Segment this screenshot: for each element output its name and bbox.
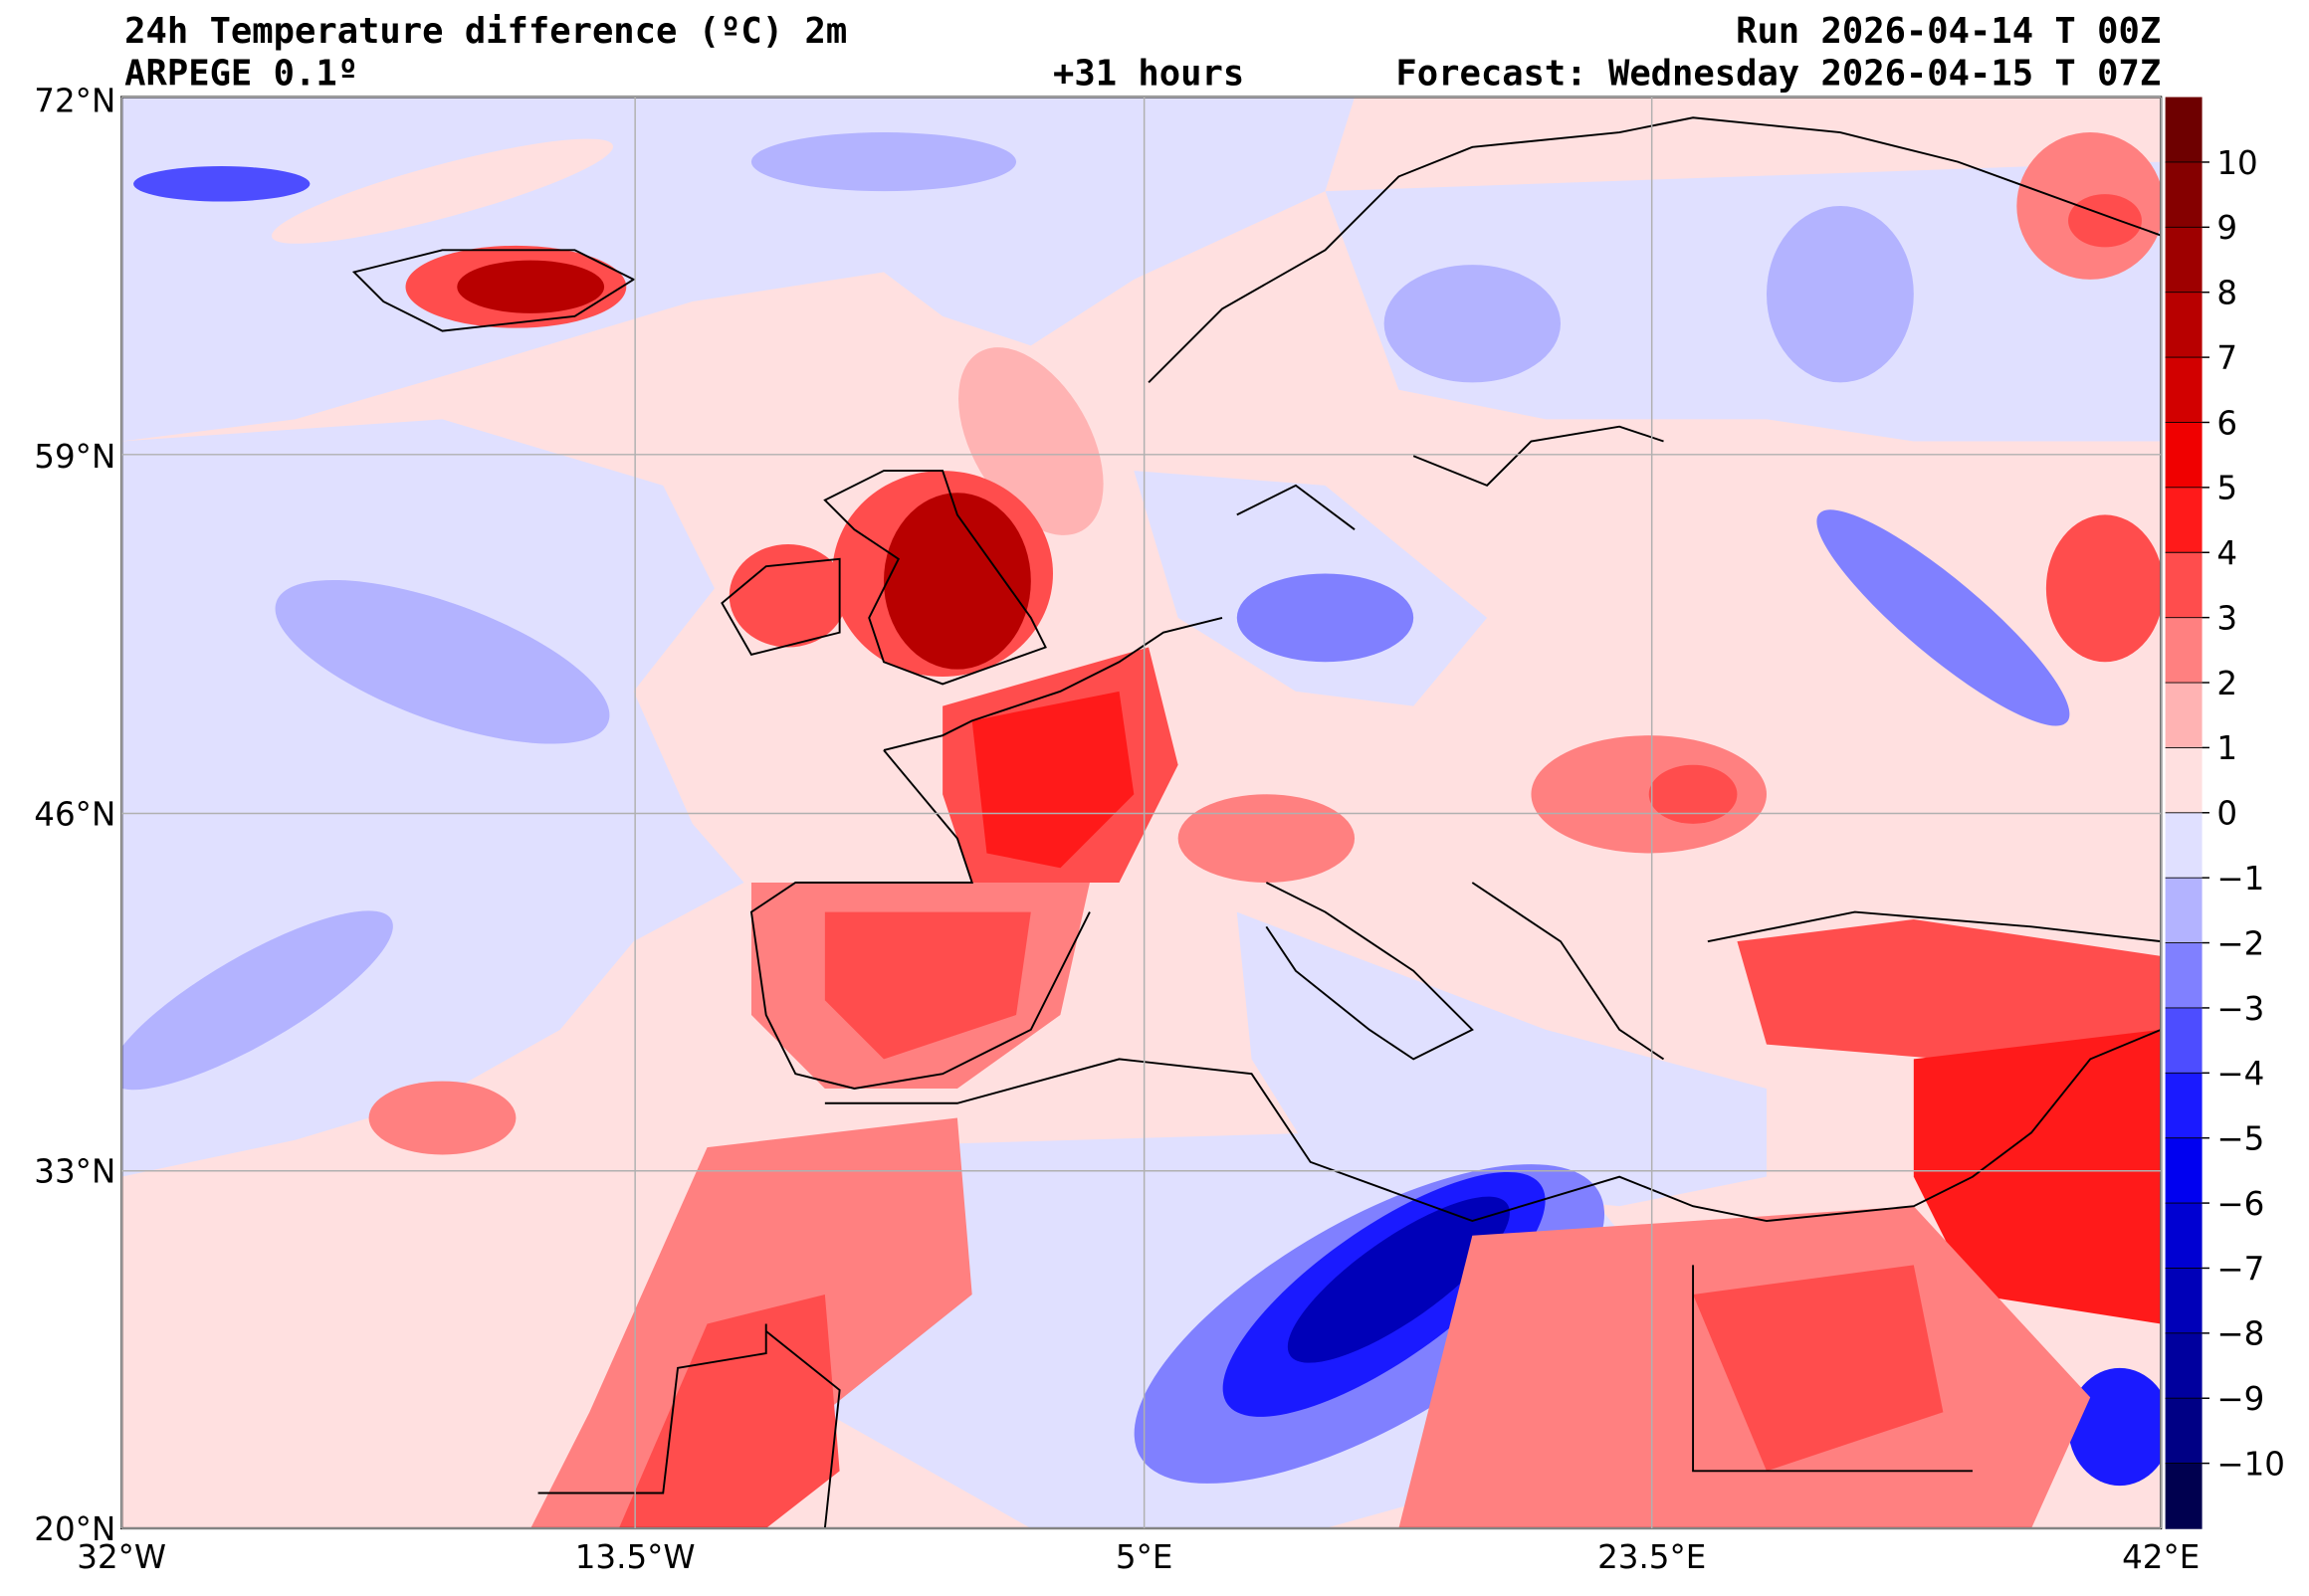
lat-label: 46°N bbox=[34, 795, 115, 833]
colorbar-bin bbox=[2165, 487, 2203, 553]
colorbar-bin bbox=[2165, 161, 2203, 229]
colorbar-tick-label: −9 bbox=[2216, 1380, 2264, 1418]
colorbar-tick-label: 7 bbox=[2216, 339, 2237, 377]
colorbar-tick-label: 10 bbox=[2216, 144, 2257, 182]
colorbar-tick-label: 1 bbox=[2216, 729, 2237, 767]
colorbar-bin bbox=[2165, 97, 2203, 163]
colorbar-bin bbox=[2165, 1268, 2203, 1334]
colorbar-tick-label: −2 bbox=[2216, 924, 2264, 962]
colorbar-bin bbox=[2165, 422, 2203, 489]
colorbar-tick-label: −8 bbox=[2216, 1315, 2264, 1353]
colorbar-tick-label: 4 bbox=[2216, 534, 2237, 572]
colorbar-bin bbox=[2165, 1398, 2203, 1465]
colorbar-tick-label: −1 bbox=[2216, 860, 2264, 898]
plot-title: 24h Temperature difference (ºC) 2m bbox=[124, 11, 847, 52]
run-label: Run 2026-04-14 T 00Z bbox=[1736, 11, 2161, 52]
colorbar-tick-label: 6 bbox=[2216, 404, 2237, 442]
colorbar-bin bbox=[2165, 878, 2203, 944]
colorbar-tick-label: 2 bbox=[2216, 665, 2237, 702]
colorbar-bin bbox=[2165, 227, 2203, 294]
colorbar-bin bbox=[2165, 552, 2203, 619]
lon-label: 5°E bbox=[1116, 1538, 1173, 1576]
colorbar-tick-label: 9 bbox=[2216, 209, 2237, 247]
colorbar-tick-label: 3 bbox=[2216, 599, 2237, 637]
colorbar-bin bbox=[2165, 942, 2203, 1009]
colorbar-tick-label: −7 bbox=[2216, 1250, 2264, 1288]
lat-label: 33°N bbox=[34, 1153, 115, 1191]
colorbar-bin bbox=[2165, 1332, 2203, 1399]
colorbar-tick-label: 8 bbox=[2216, 275, 2237, 312]
colorbar-bin bbox=[2165, 683, 2203, 749]
graticule bbox=[120, 96, 2162, 1529]
model-label: ARPEGE 0.1º bbox=[124, 54, 358, 95]
colorbar-tick-label: 5 bbox=[2216, 470, 2237, 507]
lon-label: 32°W bbox=[77, 1538, 166, 1576]
lon-label: 42°E bbox=[2122, 1538, 2200, 1576]
lat-label: 72°N bbox=[34, 82, 115, 119]
axis-labels: 72°N 59°N 46°N 33°N 20°N 32°W 13.5°W 5°E… bbox=[34, 82, 2200, 1576]
map-field bbox=[121, 97, 2162, 1528]
colorbar-bin bbox=[2165, 747, 2203, 814]
lon-label: 13.5°W bbox=[575, 1538, 696, 1576]
colorbar-bin bbox=[2165, 1203, 2203, 1270]
colorbar-tick-label: −4 bbox=[2216, 1055, 2264, 1093]
lat-label: 20°N bbox=[34, 1510, 115, 1548]
colorbar-bin bbox=[2165, 617, 2203, 684]
colorbar-tick-label: −10 bbox=[2216, 1445, 2285, 1483]
colorbar-bin bbox=[2165, 357, 2203, 424]
colorbar-bin bbox=[2165, 1137, 2203, 1204]
colorbar-bin bbox=[2165, 1007, 2203, 1075]
lat-label: 59°N bbox=[34, 438, 115, 476]
colorbar-bin bbox=[2165, 1463, 2203, 1529]
forecast-label: Forecast: Wednesday 2026-04-15 T 07Z bbox=[1395, 54, 2161, 95]
colorbar-tick-label: 0 bbox=[2216, 795, 2237, 833]
colorbar-tick-label: −5 bbox=[2216, 1120, 2264, 1158]
lead-time-label: +31 hours bbox=[1053, 54, 1244, 95]
colorbar-bin bbox=[2165, 1073, 2203, 1139]
colorbar-bin bbox=[2165, 292, 2203, 358]
colorbar-bin bbox=[2165, 812, 2203, 879]
colorbar-tick-label: −6 bbox=[2216, 1185, 2264, 1223]
colorbar-tick-label: −3 bbox=[2216, 990, 2264, 1028]
lon-label: 23.5°E bbox=[1597, 1538, 1706, 1576]
